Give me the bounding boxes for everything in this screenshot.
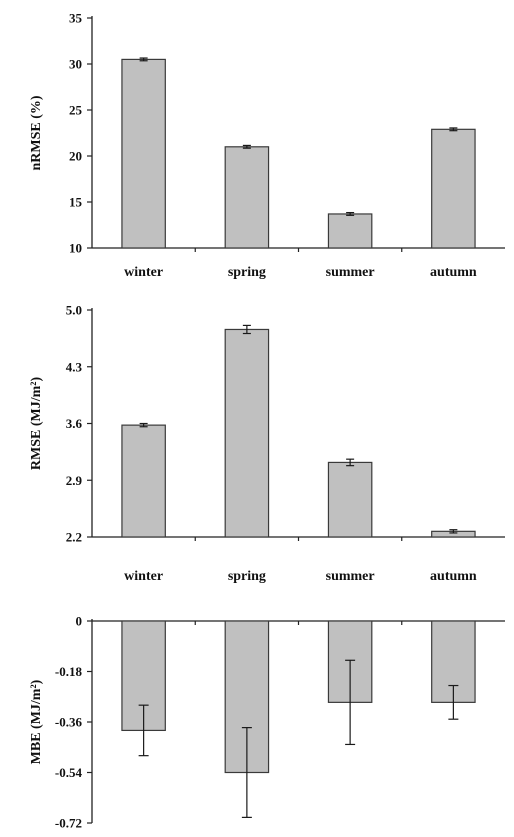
rmse-category-label: autumn bbox=[430, 569, 477, 584]
rmse-bar-summer bbox=[327, 461, 373, 538]
nrmse-category-label: spring bbox=[228, 265, 266, 280]
rmse-y-tick-label: 4.3 bbox=[66, 359, 83, 374]
rmse-y-tick-label: 3.6 bbox=[66, 416, 83, 431]
nrmse-y-axis-title: nRMSE (%) bbox=[29, 95, 44, 170]
mbe-y-tick-label: -0.54 bbox=[55, 765, 83, 780]
rmse-y-axis-title: RMSE (MJ/m²) bbox=[29, 377, 44, 471]
rmse-bar-winter bbox=[121, 424, 166, 538]
mbe-y-tick-label: -0.72 bbox=[55, 816, 82, 831]
nrmse-bar-spring bbox=[224, 146, 270, 249]
nrmse-bar-summer bbox=[327, 213, 373, 249]
rmse-category-label: winter bbox=[124, 569, 163, 584]
mbe-y-tick-label: -0.18 bbox=[55, 664, 83, 679]
nrmse-y-tick-label: 35 bbox=[69, 11, 83, 26]
nrmse-bar-autumn bbox=[431, 128, 476, 249]
nrmse-category-label: autumn bbox=[430, 265, 477, 280]
nrmse-category-label: summer bbox=[326, 265, 375, 280]
rmse-y-tick-label: 2.9 bbox=[66, 473, 83, 488]
rmse-category-label: spring bbox=[228, 569, 266, 584]
mbe-y-axis-title: MBE (MJ/m²) bbox=[29, 679, 44, 764]
rmse-y-tick-label: 5.0 bbox=[66, 303, 82, 318]
nrmse-y-tick-label: 30 bbox=[69, 57, 82, 72]
panel-rmse: 2.2 2.9 3.6 4.3 5.0 RMSE (MJ/m²) winter spring s… bbox=[29, 303, 505, 584]
nrmse-bar-winter bbox=[121, 58, 166, 249]
rmse-bar-spring bbox=[224, 328, 270, 538]
nrmse-y-tick-label: 10 bbox=[69, 241, 82, 256]
nrmse-y-tick-label: 15 bbox=[69, 195, 83, 210]
mbe-y-tick-label: -0.36 bbox=[55, 715, 83, 730]
nrmse-y-tick-label: 20 bbox=[69, 149, 82, 164]
nrmse-category-label: winter bbox=[124, 265, 163, 280]
panel-mbe: 0 -0.18 -0.36 -0.54 -0.72 MBE (MJ/m²) bbox=[29, 614, 505, 831]
rmse-y-tick-label: 2.2 bbox=[66, 530, 82, 545]
nrmse-y-tick-label: 25 bbox=[69, 103, 83, 118]
mbe-y-tick-label: 0 bbox=[76, 614, 83, 629]
rmse-category-label: summer bbox=[326, 569, 375, 584]
panel-nrmse: 10 15 20 25 30 35 nRMSE (%) winter spring summer a… bbox=[29, 11, 505, 280]
